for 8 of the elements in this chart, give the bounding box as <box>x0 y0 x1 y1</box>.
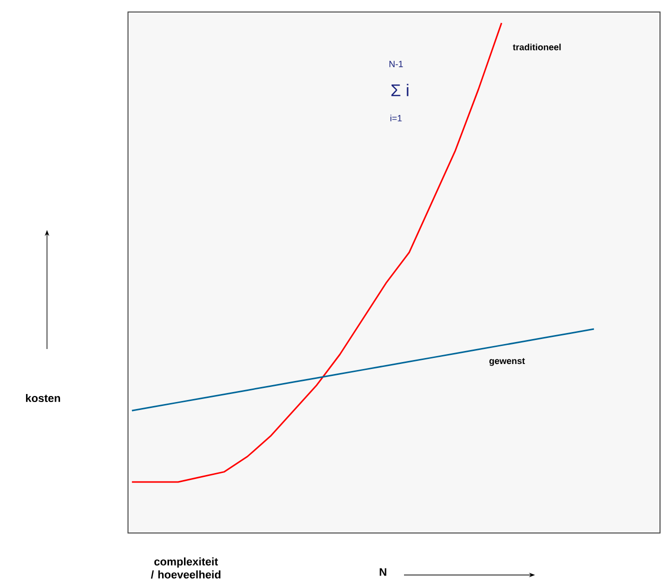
x-axis-title: complexiteit / hoeveelheid <box>150 557 220 579</box>
annotation: i=1 <box>390 114 402 122</box>
text: kosten <box>26 394 60 402</box>
annotation: Σ i <box>391 84 408 96</box>
text: N <box>380 568 386 576</box>
series-label: gewenst <box>489 358 525 366</box>
series-label: traditioneel <box>512 44 561 50</box>
annotation: N-1 <box>389 60 403 68</box>
